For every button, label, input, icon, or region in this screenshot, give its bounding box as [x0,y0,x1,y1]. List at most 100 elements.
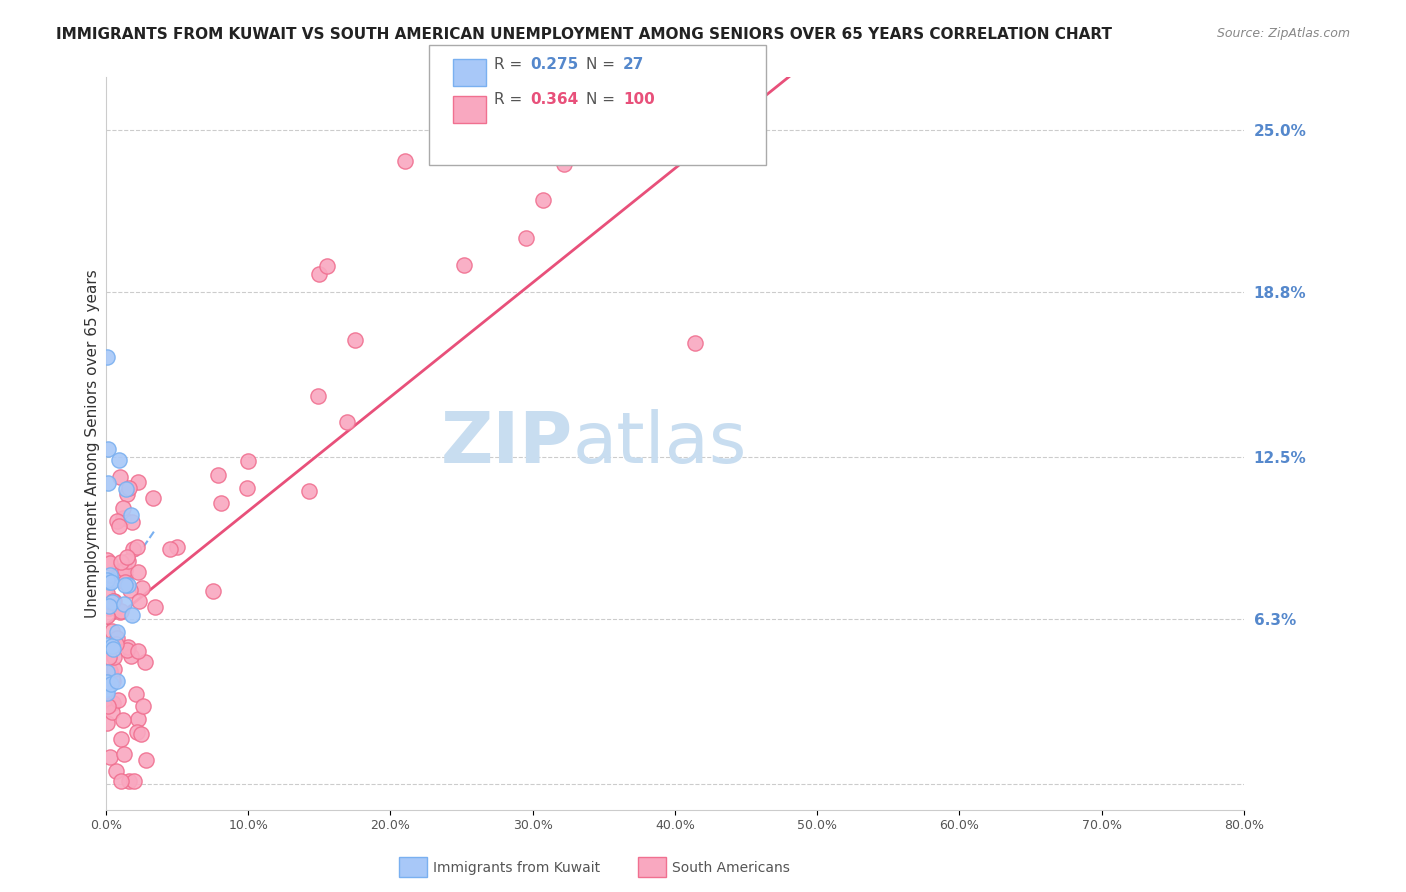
Point [110,773,132,788]
Point [103,649,125,664]
Point [101,705,124,719]
Point [135,753,157,767]
Point [515,231,537,245]
Point [114,578,136,592]
Point [589,76,612,90]
Point [307,389,329,403]
Point [96,681,118,696]
Point [132,698,155,713]
Point [877,0,900,6]
Point [105,637,128,651]
Point [128,594,150,608]
Point [108,452,131,467]
Point [108,564,131,578]
Point [236,481,259,495]
Point [553,157,575,171]
Point [101,642,124,657]
Point [120,508,142,523]
Point [115,487,138,501]
Point [100,750,122,764]
Point [127,712,149,726]
Point [117,640,139,654]
Point [115,643,138,657]
Point [112,713,135,727]
Point [101,674,124,689]
Point [110,470,132,484]
Point [207,468,229,483]
Point [662,44,685,58]
Point [96,573,118,587]
Point [108,606,131,620]
Point [129,726,152,740]
Text: Immigrants from Kuwait: Immigrants from Kuwait [433,861,600,875]
Point [96,665,118,680]
Point [453,259,475,273]
Point [142,491,165,505]
Point [702,15,724,29]
Point [343,334,366,348]
Point [683,336,706,351]
Point [98,649,121,664]
Point [122,773,145,788]
Point [96,586,118,600]
Point [557,88,579,103]
Point [112,597,135,611]
Point [501,142,523,156]
Text: 0.364: 0.364 [530,93,578,107]
Point [110,555,132,569]
Point [1205,0,1227,6]
Point [96,675,118,690]
Point [114,575,136,590]
Point [98,665,121,679]
Point [120,648,142,663]
Point [166,540,188,554]
Point [669,137,692,152]
Point [100,624,122,639]
Text: R =: R = [494,93,527,107]
Point [96,638,118,652]
Point [394,154,416,169]
Point [105,631,128,645]
Point [101,670,124,684]
Point [131,581,153,595]
Text: 100: 100 [623,93,655,107]
Point [105,624,128,639]
Point [118,481,141,495]
Point [97,600,120,615]
Point [96,351,118,365]
Point [97,475,120,490]
Point [336,415,359,429]
Point [1119,0,1142,6]
Text: Source: ZipAtlas.com: Source: ZipAtlas.com [1216,27,1350,40]
Point [121,515,143,529]
Point [96,608,118,623]
Point [127,566,149,580]
Point [201,584,224,599]
Point [110,565,132,579]
Point [97,442,120,456]
Point [114,568,136,582]
Point [105,514,128,528]
Point [236,454,259,468]
Text: atlas: atlas [572,409,747,478]
Point [112,501,135,516]
Point [101,639,124,653]
Point [110,604,132,618]
Point [100,677,122,691]
Point [121,608,143,623]
Point [159,542,181,557]
Point [100,574,122,589]
Point [100,573,122,587]
Point [127,644,149,658]
Point [105,764,128,778]
Point [1062,0,1084,6]
Text: N =: N = [586,93,620,107]
Point [108,519,131,533]
Point [209,496,232,510]
Point [98,556,121,570]
Point [531,194,554,208]
Point [143,599,166,614]
Point [115,549,138,564]
Point [977,0,1000,6]
Point [114,483,136,497]
